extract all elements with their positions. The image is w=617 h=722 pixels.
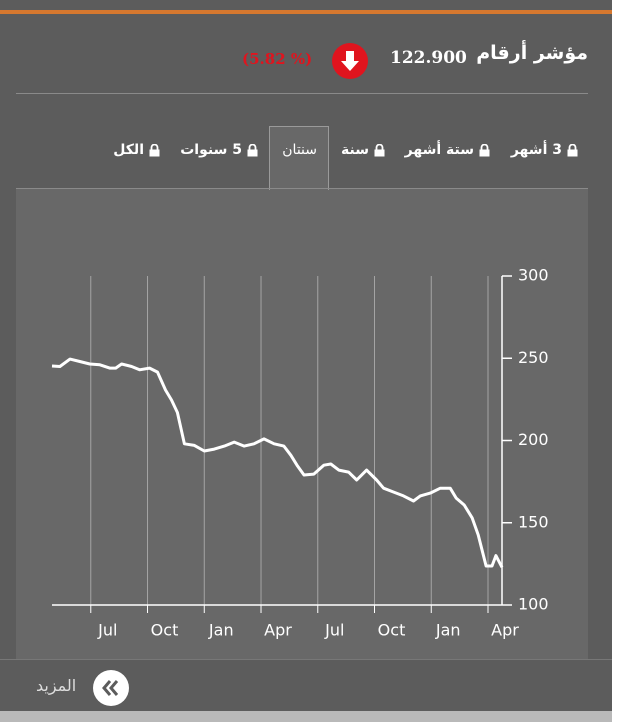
tab-label: 5 سنوات	[180, 142, 242, 158]
x-tick-label: Jul	[97, 621, 117, 640]
lock-icon	[567, 143, 578, 156]
tab-label: سنتان	[282, 142, 317, 158]
down-arrow-icon	[332, 43, 368, 79]
index-title: مؤشر أرقام	[476, 42, 588, 64]
x-tick-label: Oct	[378, 621, 406, 640]
tab-label: الكل	[113, 142, 144, 158]
x-tick-label: Jan	[208, 621, 234, 640]
tab[interactable]: ستة أشهر	[405, 142, 490, 158]
y-tick-label: 300	[518, 266, 549, 285]
lock-icon	[247, 143, 258, 156]
tab[interactable]: 5 سنوات	[180, 142, 258, 158]
x-tick-label: Oct	[151, 621, 179, 640]
index-change: (% 5.82)	[242, 50, 313, 68]
lock-icon	[374, 143, 385, 156]
more-link[interactable]: المزيد	[36, 676, 77, 695]
x-tick-label: Apr	[491, 621, 519, 640]
data-line	[51, 357, 504, 568]
tab[interactable]: الكل	[113, 142, 160, 158]
tab[interactable]: 3 أشهر	[511, 142, 578, 158]
y-tick-label: 250	[518, 348, 549, 367]
y-tick-label: 100	[518, 595, 549, 614]
separator	[16, 188, 588, 189]
lock-icon	[479, 143, 490, 156]
tab[interactable]: سنة	[341, 142, 385, 158]
tab-label: ستة أشهر	[404, 142, 474, 158]
lock-icon	[149, 143, 160, 156]
x-tick-label: Jul	[324, 621, 344, 640]
chart-panel	[16, 189, 588, 659]
index-value: 122.900	[390, 48, 467, 68]
tab-label: سنة	[341, 142, 369, 158]
more-button[interactable]	[92, 669, 130, 707]
top-bar	[0, 10, 612, 14]
tab[interactable]: سنتان	[282, 142, 317, 158]
tab-label: 3 أشهر	[510, 142, 562, 158]
x-tick-label: Jan	[435, 621, 461, 640]
x-tick-label: Apr	[264, 621, 292, 640]
bottom-strip	[0, 711, 612, 722]
separator	[16, 93, 588, 94]
y-tick-label: 200	[518, 430, 549, 449]
chart: Jul Oct Jan Apr Jul Oct Jan Apr 100 150 200 250 300	[51, 266, 549, 640]
active-tab-box	[269, 126, 329, 190]
y-tick-label: 150	[518, 512, 549, 531]
